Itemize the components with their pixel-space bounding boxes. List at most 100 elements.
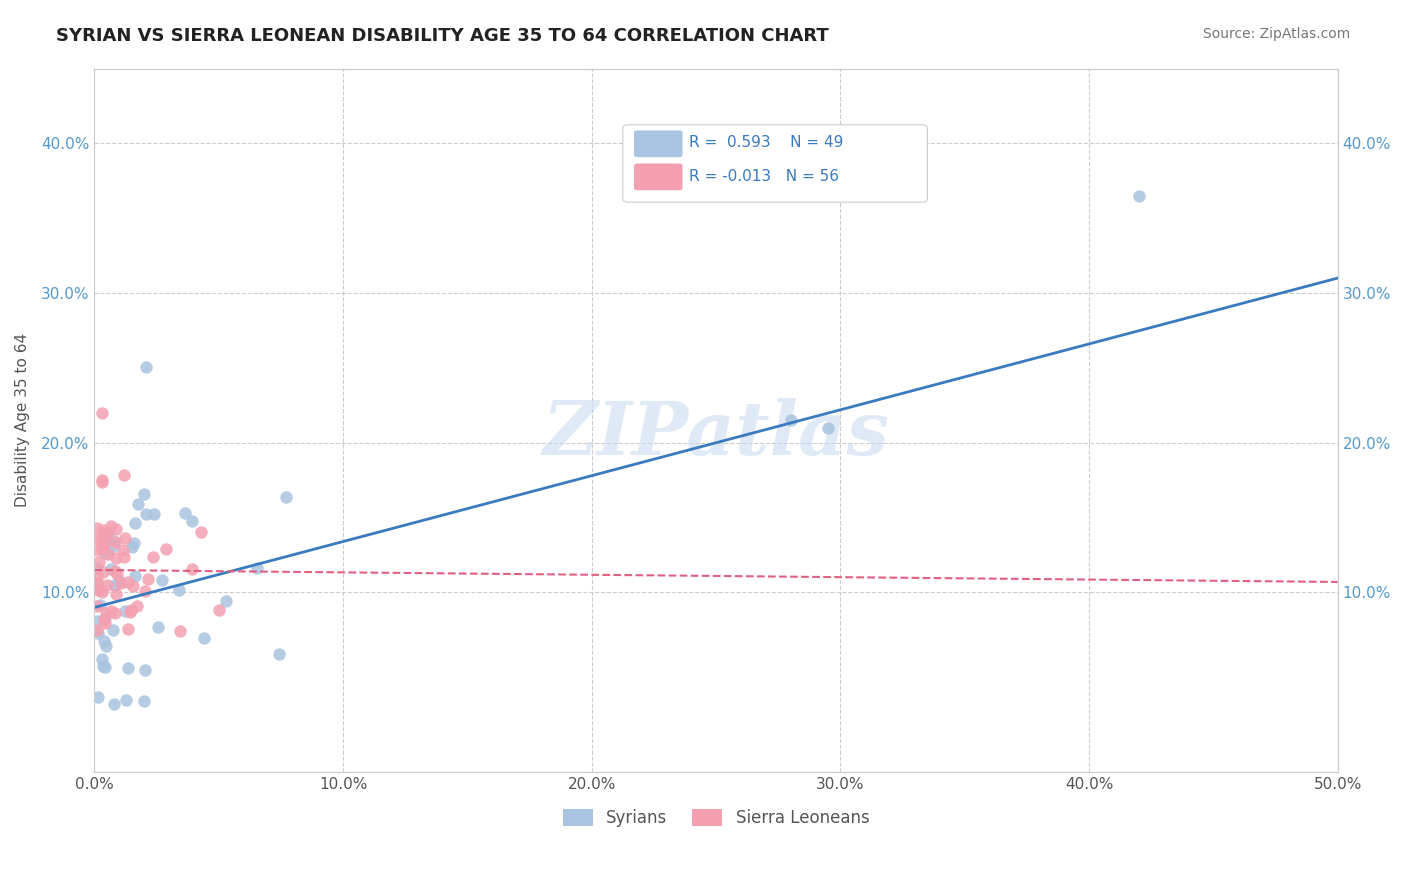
Point <box>91 538 114 552</box>
Point <box>117 622 139 636</box>
Point <box>93 634 115 648</box>
Point <box>111 543 134 558</box>
Point <box>104 587 127 601</box>
Point <box>86 560 108 574</box>
Point <box>817 421 839 435</box>
Point <box>105 566 128 581</box>
Point <box>150 574 173 588</box>
Point <box>114 604 136 618</box>
Point <box>87 690 110 705</box>
Point <box>136 572 159 586</box>
Point <box>91 658 114 673</box>
Point <box>103 697 125 711</box>
Point <box>86 599 108 613</box>
Point <box>115 692 138 706</box>
Point <box>91 541 114 556</box>
FancyBboxPatch shape <box>623 125 928 202</box>
Point <box>103 534 125 549</box>
Point <box>96 546 118 560</box>
Point <box>103 623 125 637</box>
Point <box>100 604 122 618</box>
Text: ZIPatlas: ZIPatlas <box>543 398 890 471</box>
Point <box>86 623 108 637</box>
Point <box>86 532 108 546</box>
Point <box>94 615 117 630</box>
Point <box>122 579 145 593</box>
Point <box>90 533 112 548</box>
Point <box>274 490 297 504</box>
Point <box>167 583 190 598</box>
Text: R = -0.013   N = 56: R = -0.013 N = 56 <box>689 169 839 184</box>
Point <box>127 599 149 614</box>
Point <box>193 631 215 645</box>
Point <box>134 583 156 598</box>
Point <box>181 562 204 576</box>
Point <box>86 577 108 591</box>
Point <box>112 550 135 565</box>
FancyBboxPatch shape <box>634 130 682 157</box>
Point <box>86 521 108 535</box>
Point <box>91 565 114 579</box>
Point <box>100 519 122 533</box>
Point <box>135 507 157 521</box>
Legend: Syrians, Sierra Leoneans: Syrians, Sierra Leoneans <box>555 803 876 834</box>
Point <box>103 535 125 549</box>
Point <box>108 574 131 588</box>
Point <box>94 640 117 654</box>
Point <box>124 568 146 582</box>
Point <box>142 549 165 564</box>
Point <box>173 506 195 520</box>
Point <box>86 542 108 557</box>
Point <box>87 576 110 591</box>
Point <box>104 606 127 620</box>
Point <box>1128 188 1150 202</box>
Y-axis label: Disability Age 35 to 64: Disability Age 35 to 64 <box>15 334 30 508</box>
Point <box>779 413 801 427</box>
Point <box>87 626 110 640</box>
Point <box>89 598 111 612</box>
Point <box>97 525 120 540</box>
FancyBboxPatch shape <box>634 163 682 190</box>
Point <box>87 582 110 597</box>
Point <box>134 663 156 677</box>
Point <box>112 468 135 483</box>
Point <box>86 569 108 583</box>
Point <box>135 359 157 374</box>
Point <box>97 547 120 561</box>
Point <box>91 523 114 537</box>
Point <box>93 546 115 560</box>
Point <box>103 539 125 553</box>
Point <box>96 532 118 546</box>
Point <box>267 647 290 661</box>
Point <box>104 577 127 591</box>
Point <box>94 525 117 540</box>
Point <box>117 575 139 590</box>
Point <box>104 564 127 578</box>
Point <box>86 614 108 628</box>
Text: R =  0.593    N = 49: R = 0.593 N = 49 <box>689 135 844 150</box>
Point <box>89 583 111 598</box>
Point <box>96 578 118 592</box>
Point <box>94 611 117 625</box>
Point <box>90 473 112 487</box>
Point <box>132 486 155 500</box>
Point <box>190 524 212 539</box>
Point <box>110 575 132 590</box>
Point <box>134 694 156 708</box>
Point <box>181 514 204 528</box>
Point <box>124 516 146 530</box>
Point <box>91 585 114 599</box>
Point <box>91 475 114 490</box>
Point <box>100 562 122 576</box>
Point <box>118 605 141 619</box>
Point <box>122 536 145 550</box>
Point <box>105 522 128 536</box>
Point <box>114 532 136 546</box>
Point <box>93 531 115 545</box>
Point <box>246 561 269 575</box>
Text: SYRIAN VS SIERRA LEONEAN DISABILITY AGE 35 TO 64 CORRELATION CHART: SYRIAN VS SIERRA LEONEAN DISABILITY AGE … <box>56 27 830 45</box>
Point <box>121 541 143 555</box>
Point <box>94 607 117 621</box>
Point <box>117 661 139 675</box>
Point <box>146 620 169 634</box>
